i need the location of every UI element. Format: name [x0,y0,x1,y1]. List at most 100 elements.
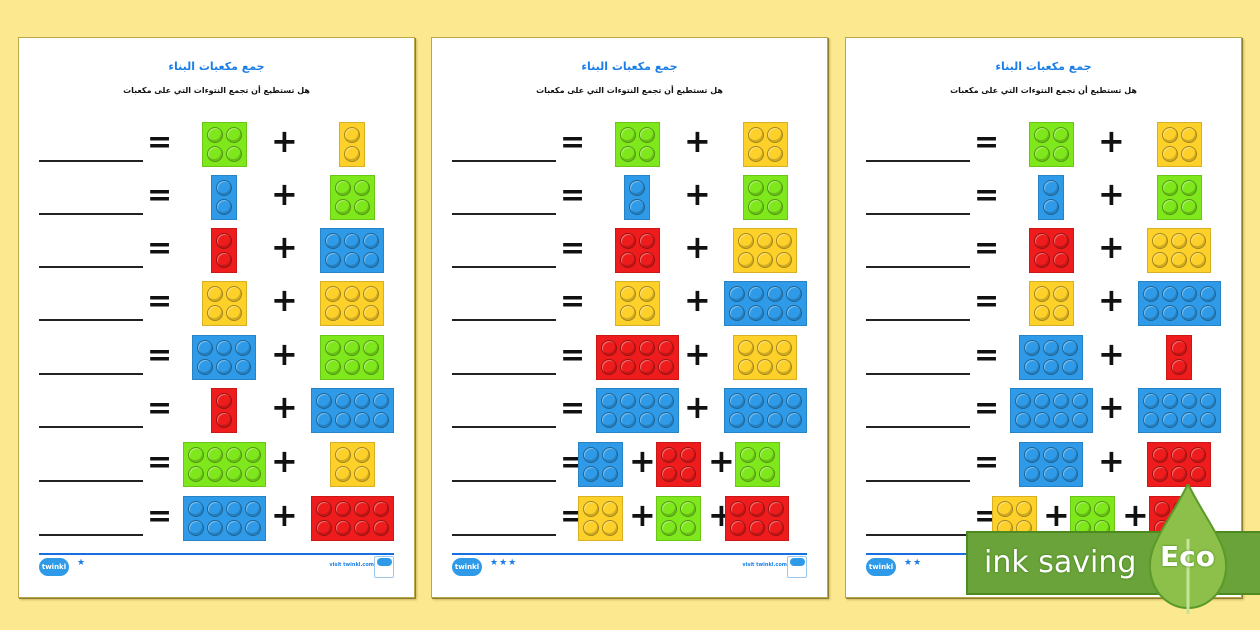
stud [749,501,765,517]
stud [1161,286,1178,302]
stud [1190,252,1206,268]
equation-row: = + [19,333,414,381]
stud [206,305,223,321]
stud [1062,466,1078,482]
answer-blank[interactable] [452,160,556,162]
sheet-instructions: هل تستطيع أن تجمع النتوءات التي على مكعب… [950,86,1137,95]
stud [660,501,677,517]
stud [1171,340,1187,356]
stud [334,199,351,215]
stud [1033,412,1050,428]
red-brick-2x2 [614,228,660,273]
stud [679,501,696,517]
red-brick-4x2 [310,496,394,541]
equals-sign: = [974,284,1000,319]
answer-blank[interactable] [866,160,970,162]
ink-saving-label: ink saving [984,545,1137,580]
stud [225,520,242,536]
answer-blank[interactable] [452,480,556,482]
answer-blank[interactable] [39,160,143,162]
stud [738,340,754,356]
stud [197,340,213,356]
stud [1043,340,1059,356]
answer-blank[interactable] [866,534,970,536]
stud [344,340,360,356]
plus-sign: + [684,388,711,426]
plus-sign: + [1098,281,1125,319]
answer-blank[interactable] [452,534,556,536]
stud [785,393,802,409]
stud [600,340,617,356]
stud [363,340,379,356]
stud [334,180,351,196]
answer-blank[interactable] [452,266,556,268]
plus-sign: + [1122,496,1149,534]
stud [1043,447,1059,463]
equation-row: = + + [432,440,827,488]
stud [768,520,784,536]
answer-blank[interactable] [866,426,970,428]
answer-blank[interactable] [866,319,970,321]
stud [738,359,754,375]
equation-row: = + [19,279,414,327]
stud [601,466,618,482]
answer-blank[interactable] [39,319,143,321]
stud [757,233,773,249]
answer-blank[interactable] [39,373,143,375]
stud [325,359,341,375]
equals-sign: = [974,125,1000,160]
stud [766,199,783,215]
equation-row: = + [846,440,1241,488]
stud [1161,180,1178,196]
worksheet-1[interactable]: جمع مكعبات البناء هل تستطيع أن تجمع النت… [18,37,415,598]
stud [187,520,204,536]
equation-row: = + [432,173,827,221]
difficulty-stars: ★ [77,558,87,568]
stud [315,501,332,517]
stud [638,286,655,302]
stud [334,412,351,428]
plus-sign: + [1098,388,1125,426]
stud [216,359,232,375]
stud [757,359,773,375]
answer-blank[interactable] [866,480,970,482]
stud [629,180,645,196]
answer-blank[interactable] [39,480,143,482]
stud [1180,146,1197,162]
answer-blank[interactable] [39,534,143,536]
stud [1180,199,1197,215]
equals-sign: = [974,338,1000,373]
stud [766,127,783,143]
equals-sign: = [560,284,586,319]
stud [638,252,655,268]
worksheet-2[interactable]: جمع مكعبات البناء هل تستطيع أن تجمع النت… [431,37,828,598]
stud [372,393,389,409]
yellow-brick-3x2 [320,281,384,326]
twinkl-logo: twinkl [866,558,896,576]
sheet-title: جمع مكعبات البناء [995,60,1092,73]
stud [325,340,341,356]
stud [315,412,332,428]
answer-blank[interactable] [39,426,143,428]
answer-blank[interactable] [39,213,143,215]
stud [334,393,351,409]
answer-blank[interactable] [452,426,556,428]
stud [1152,233,1168,249]
answer-blank[interactable] [452,213,556,215]
answer-blank[interactable] [452,319,556,321]
plus-sign: + [708,442,735,480]
difficulty-stars: ★★ [904,558,923,568]
blue-brick-4x2 [310,388,394,433]
answer-blank[interactable] [866,373,970,375]
stud [216,412,232,428]
stud [738,233,754,249]
stud [353,501,370,517]
answer-blank[interactable] [866,213,970,215]
stud [1161,199,1178,215]
equation-row: = + [19,226,414,274]
equation-row: = + [19,386,414,434]
answer-blank[interactable] [39,266,143,268]
answer-blank[interactable] [866,266,970,268]
answer-blank[interactable] [452,373,556,375]
equation-row: = + [846,226,1241,274]
